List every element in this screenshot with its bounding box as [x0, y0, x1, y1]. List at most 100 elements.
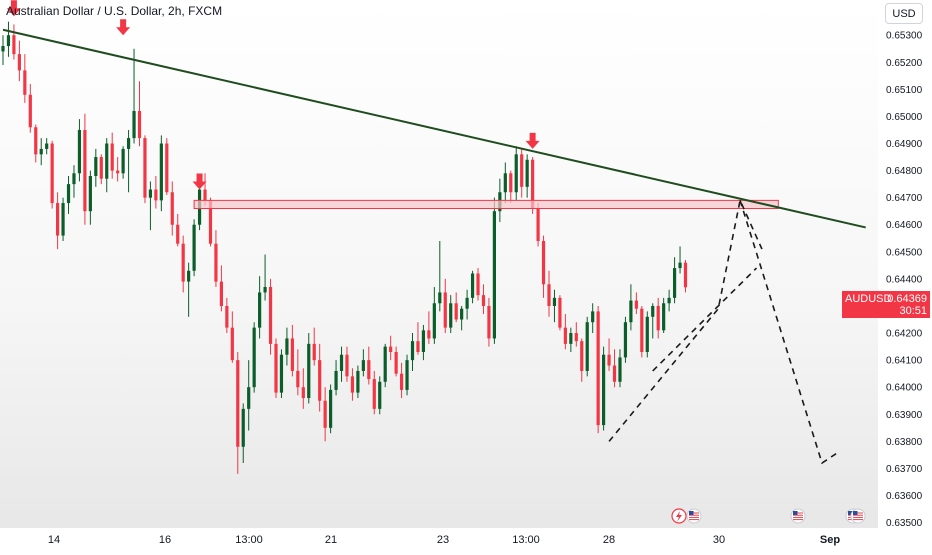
time-tick-label: Sep [820, 534, 840, 546]
candle-body [312, 343, 316, 361]
event-icon-us-2[interactable] [790, 508, 806, 524]
candle [574, 322, 578, 347]
candle [678, 246, 682, 274]
candle [481, 284, 486, 315]
price-tag-countdown: 30:51 [899, 305, 927, 317]
candle-body [541, 240, 546, 285]
candle [514, 146, 518, 201]
projection-support-line[interactable] [652, 267, 758, 372]
candle-body [356, 370, 360, 393]
candle [225, 297, 229, 334]
candle [258, 276, 262, 339]
candle [405, 354, 409, 396]
candle-body [17, 54, 21, 71]
candle-body [94, 157, 98, 176]
candle-body [345, 354, 349, 377]
candle-body [241, 408, 245, 447]
projection-path-up[interactable] [608, 197, 763, 442]
price-tick-label: 0.64900 [886, 139, 923, 150]
event-icon-us-1[interactable] [686, 508, 702, 524]
candle-body [61, 203, 65, 236]
lightning-icon [676, 511, 682, 522]
candle [307, 333, 311, 404]
candle-body [301, 387, 305, 399]
candle [645, 311, 649, 358]
candle-body [503, 173, 507, 193]
candle-body [383, 346, 387, 382]
price-tick-label: 0.64600 [886, 220, 923, 231]
price-tick-label: 0.65300 [886, 31, 923, 42]
candle-body [236, 360, 240, 447]
candle-body [143, 138, 147, 198]
candle-body [176, 224, 180, 244]
candle-body [492, 211, 496, 339]
candle [345, 346, 349, 382]
price-tick-label: 0.64200 [886, 329, 923, 340]
time-tick-label: 21 [325, 534, 337, 546]
candle-body [72, 173, 76, 185]
candle [137, 81, 142, 147]
event-icon-us-4[interactable] [850, 508, 866, 524]
candle-body [290, 338, 294, 371]
candle-body [159, 143, 163, 201]
candle [520, 148, 524, 198]
candle-body [268, 287, 273, 344]
candle [66, 176, 71, 214]
candle-body [219, 281, 223, 306]
candle [443, 278, 447, 334]
price-tick-label: 0.63900 [886, 410, 923, 421]
candle [563, 314, 567, 350]
candle-body [612, 365, 617, 382]
candle-body [187, 270, 191, 282]
annotations-layer [2, 0, 866, 465]
price-tick-label: 0.64100 [886, 356, 923, 367]
time-tick-label: 30 [713, 534, 725, 546]
candle-body [126, 138, 131, 149]
candle [121, 146, 125, 179]
candle-body [110, 143, 114, 171]
candle-body [634, 300, 638, 309]
down-arrow-marker [6, 0, 21, 17]
candle-body [247, 387, 251, 409]
candle-body [481, 295, 486, 306]
candle-body [460, 308, 464, 320]
candle [525, 154, 529, 198]
candle-body [607, 354, 611, 366]
candle-body [520, 154, 524, 187]
candle-body [339, 354, 344, 371]
candle [449, 295, 453, 334]
trendline[interactable] [2, 28, 866, 229]
candle [252, 322, 256, 393]
candle [607, 338, 611, 371]
candle [596, 305, 600, 434]
candle [591, 303, 595, 334]
candle [34, 124, 38, 163]
candle-body [88, 176, 92, 212]
candle-body [350, 376, 355, 393]
candle [88, 170, 92, 225]
candle-body [645, 316, 649, 352]
price-tick-label: 0.64700 [886, 193, 923, 204]
down-arrow-marker [192, 173, 207, 190]
candle [181, 235, 185, 293]
candle-body [361, 360, 365, 371]
candle [1, 35, 5, 65]
candle [552, 289, 557, 323]
resistance-zone[interactable] [193, 199, 779, 209]
candle [416, 322, 420, 355]
candle-body [394, 352, 398, 374]
candle-body [66, 184, 71, 204]
candle [329, 384, 333, 434]
candle-body [170, 192, 174, 225]
currency-button[interactable]: USD [885, 3, 923, 24]
price-tick-label: 0.63500 [886, 518, 923, 529]
candle [623, 316, 628, 363]
candle [612, 349, 617, 388]
event-icon-flash[interactable] [671, 508, 687, 524]
price-tick-label: 0.64800 [886, 166, 923, 177]
projection-path-down[interactable] [739, 200, 839, 465]
price-tick-label: 0.65100 [886, 85, 923, 96]
candle-body [536, 208, 540, 241]
